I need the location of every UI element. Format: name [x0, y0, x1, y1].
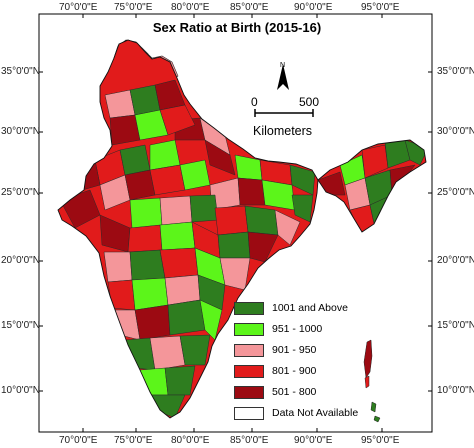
legend: 1001 and Above 951 - 1000 901 - 950 801 …: [234, 299, 384, 425]
legend-label: 801 - 900: [272, 365, 317, 378]
legend-item: 951 - 1000: [234, 320, 384, 339]
legend-item: 501 - 800: [234, 383, 384, 402]
lat-label-right: 20°0'0"N: [437, 255, 474, 266]
lat-label-left: 20°0'0"N: [1, 255, 40, 266]
scale-end-label: 500: [299, 95, 320, 109]
lon-label-bottom: 80°0'0"E: [171, 435, 210, 446]
legend-swatch: [234, 322, 264, 336]
lon-label-top: 90°0'0"E: [294, 2, 333, 13]
lon-label-bottom: 75°0'0"E: [114, 435, 153, 446]
legend-label: Data Not Available: [272, 407, 359, 420]
graticule-ticks: [39, 14, 432, 432]
legend-swatch: [234, 406, 264, 420]
mainland-districts: [58, 40, 318, 418]
lon-label-bottom: 70°0'0"E: [59, 435, 98, 446]
lat-label-left: 10°0'0"N: [1, 385, 40, 396]
legend-label: 501 - 800: [272, 386, 317, 399]
north-arrow-icon: [277, 64, 289, 90]
legend-swatch: [234, 364, 264, 378]
scale-start-label: 0: [251, 95, 258, 109]
lon-label-bottom: 95°0'0"E: [361, 435, 400, 446]
lat-label-left: 15°0'0"N: [1, 320, 40, 331]
andaman-islands: [363, 339, 381, 423]
map-title: Sex Ratio at Birth (2015-16): [152, 20, 322, 35]
lat-label-left: 35°0'0"N: [1, 66, 40, 77]
lon-label-top: 85°0'0"E: [230, 2, 269, 13]
lon-label-top: 70°0'0"E: [59, 2, 98, 13]
legend-label: 901 - 950: [272, 344, 317, 357]
lat-label-left: 25°0'0"N: [1, 187, 40, 198]
legend-swatch: [234, 301, 264, 315]
scale-unit-label: Kilometers: [253, 124, 313, 138]
north-label: N: [280, 62, 286, 69]
lat-label-right: 25°0'0"N: [437, 187, 474, 198]
legend-item: 1001 and Above: [234, 299, 384, 318]
legend-swatch: [234, 343, 264, 357]
legend-label: 1001 and Above: [272, 302, 348, 315]
lon-label-top: 80°0'0"E: [171, 2, 210, 13]
lat-label-right: 15°0'0"N: [437, 320, 474, 331]
lat-label-right: 30°0'0"N: [437, 126, 474, 137]
legend-swatch: [234, 385, 264, 399]
legend-label: 951 - 1000: [272, 323, 323, 336]
lon-label-bottom: 90°0'0"E: [294, 435, 333, 446]
legend-item: 801 - 900: [234, 362, 384, 381]
scale-bar: [254, 109, 314, 117]
lon-label-top: 95°0'0"E: [361, 2, 400, 13]
lon-label-bottom: 85°0'0"E: [230, 435, 269, 446]
lat-label-right: 35°0'0"N: [437, 66, 474, 77]
legend-item: Data Not Available: [234, 404, 384, 423]
lat-label-left: 30°0'0"N: [1, 126, 40, 137]
lon-label-top: 75°0'0"E: [114, 2, 153, 13]
lat-label-right: 10°0'0"N: [437, 385, 474, 396]
legend-item: 901 - 950: [234, 341, 384, 360]
